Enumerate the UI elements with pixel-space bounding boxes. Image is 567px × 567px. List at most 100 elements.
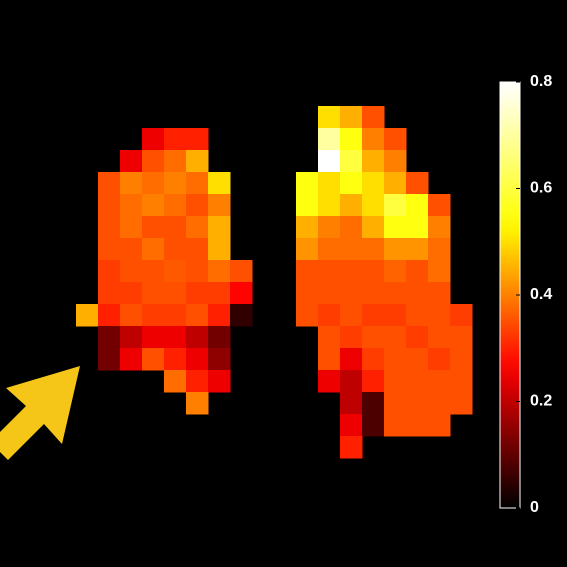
heat-cell <box>362 348 385 371</box>
heat-cell <box>186 128 209 151</box>
heat-cell <box>164 260 187 283</box>
heat-cell <box>164 172 187 195</box>
heat-cell <box>362 414 385 437</box>
colorbar-tick-label: 0 <box>530 499 539 516</box>
heat-cell <box>186 216 209 239</box>
heat-cell <box>296 304 319 327</box>
heat-cell <box>318 238 341 261</box>
heat-cell <box>384 392 407 415</box>
heat-cell <box>384 370 407 393</box>
heat-cell <box>340 392 363 415</box>
heat-cell <box>98 326 121 349</box>
heat-cell <box>208 194 231 217</box>
heat-cell <box>406 304 429 327</box>
heat-cell <box>186 194 209 217</box>
heat-cell <box>428 392 451 415</box>
heat-cell <box>362 304 385 327</box>
heat-cell <box>362 128 385 151</box>
heat-cell <box>142 238 165 261</box>
heat-cell <box>318 260 341 283</box>
heat-cell <box>142 150 165 173</box>
heat-cell <box>362 282 385 305</box>
heat-cell <box>450 348 473 371</box>
heat-cell <box>318 172 341 195</box>
heat-cell <box>164 216 187 239</box>
heat-cell <box>428 260 451 283</box>
heat-cell <box>384 260 407 283</box>
heat-cell <box>428 238 451 261</box>
heat-cell <box>384 216 407 239</box>
heat-cell <box>296 194 319 217</box>
heat-cell <box>384 150 407 173</box>
heat-cell <box>428 194 451 217</box>
heat-cell <box>362 392 385 415</box>
heat-cell <box>340 260 363 283</box>
heat-cell <box>406 392 429 415</box>
heat-cell <box>406 282 429 305</box>
heat-cell <box>318 348 341 371</box>
heat-cell <box>450 304 473 327</box>
heat-cell <box>428 216 451 239</box>
heat-cell <box>362 172 385 195</box>
heat-cell <box>340 370 363 393</box>
heat-cell <box>186 326 209 349</box>
heat-cell <box>142 128 165 151</box>
heat-cell <box>384 128 407 151</box>
heat-cell <box>362 326 385 349</box>
heat-cell <box>296 260 319 283</box>
heat-cell <box>362 106 385 129</box>
heat-cell <box>186 282 209 305</box>
heat-cell <box>340 238 363 261</box>
heat-cell <box>120 260 143 283</box>
heat-cell <box>406 326 429 349</box>
heat-cell <box>98 216 121 239</box>
heat-cell <box>296 282 319 305</box>
heat-cell <box>142 326 165 349</box>
heat-cell <box>428 414 451 437</box>
heat-cell <box>76 304 99 327</box>
heat-cell <box>164 348 187 371</box>
heat-cell <box>208 326 231 349</box>
heat-cell <box>164 194 187 217</box>
heat-cell <box>318 106 341 129</box>
heat-cell <box>384 172 407 195</box>
colorbar-tick-label: 0.6 <box>530 180 552 197</box>
heat-cell <box>384 304 407 327</box>
heat-cell <box>340 414 363 437</box>
heat-cell <box>186 392 209 415</box>
heat-cell <box>450 326 473 349</box>
heat-cell <box>296 172 319 195</box>
heat-cell <box>230 282 253 305</box>
heat-cell <box>230 260 253 283</box>
heat-cell <box>142 282 165 305</box>
heat-cell <box>142 172 165 195</box>
heat-cell <box>318 370 341 393</box>
heat-cell <box>340 326 363 349</box>
heat-cell <box>406 348 429 371</box>
heat-cell <box>120 194 143 217</box>
heat-cell <box>186 304 209 327</box>
heat-cell <box>362 194 385 217</box>
heat-cell <box>406 260 429 283</box>
heat-cell <box>406 414 429 437</box>
heat-cell <box>142 260 165 283</box>
heat-cell <box>318 194 341 217</box>
heat-cell <box>340 150 363 173</box>
heat-cell <box>208 216 231 239</box>
heat-cell <box>208 172 231 195</box>
heat-cell <box>296 216 319 239</box>
heat-cell <box>384 414 407 437</box>
heat-cell <box>98 348 121 371</box>
heat-cell <box>318 128 341 151</box>
heat-cell <box>120 172 143 195</box>
heat-cell <box>120 348 143 371</box>
heat-cell <box>164 282 187 305</box>
heat-cell <box>120 304 143 327</box>
heat-cell <box>186 238 209 261</box>
heat-cell <box>186 348 209 371</box>
heat-cell <box>450 392 473 415</box>
heat-cell <box>318 216 341 239</box>
heat-cell <box>340 348 363 371</box>
heat-cell <box>428 348 451 371</box>
